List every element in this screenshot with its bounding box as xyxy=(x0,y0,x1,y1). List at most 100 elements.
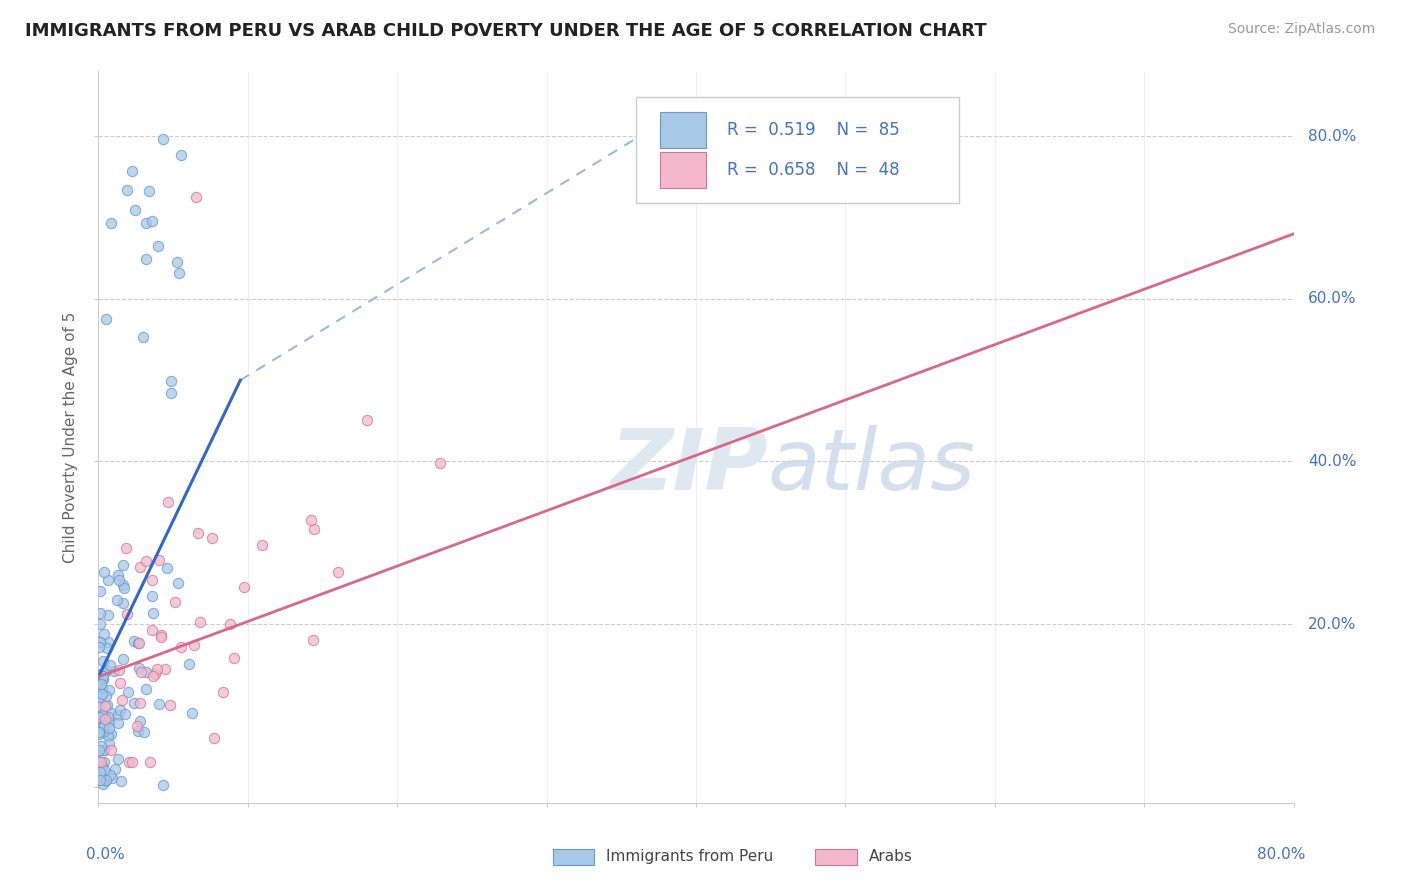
Point xyxy=(93,763,115,777)
Point xyxy=(110,773,132,788)
Point xyxy=(108,663,131,677)
Point xyxy=(89,640,111,654)
Point xyxy=(90,739,112,753)
Point xyxy=(93,666,115,681)
Point xyxy=(98,657,121,672)
Text: 80.0%: 80.0% xyxy=(1308,128,1357,144)
Point xyxy=(111,577,134,591)
Point xyxy=(114,706,136,721)
Point xyxy=(94,311,117,326)
Point xyxy=(93,772,115,787)
Point xyxy=(108,675,131,690)
Text: R =  0.658    N =  48: R = 0.658 N = 48 xyxy=(727,161,900,179)
Point xyxy=(97,634,120,648)
Point xyxy=(89,606,111,620)
Text: 0.0%: 0.0% xyxy=(87,847,125,862)
Point xyxy=(148,697,170,711)
Y-axis label: Child Poverty Under the Age of 5: Child Poverty Under the Age of 5 xyxy=(63,311,79,563)
Point xyxy=(97,607,120,622)
Point xyxy=(128,636,150,650)
Point xyxy=(97,683,120,698)
Point xyxy=(160,386,183,401)
Point xyxy=(98,714,121,729)
Point xyxy=(132,725,155,739)
Point xyxy=(105,593,128,607)
Point xyxy=(169,147,191,161)
Point xyxy=(131,330,153,344)
FancyBboxPatch shape xyxy=(661,112,706,148)
Point xyxy=(148,239,170,253)
Point xyxy=(153,662,176,676)
Point xyxy=(112,581,135,595)
Point xyxy=(100,743,122,757)
Point xyxy=(122,696,145,710)
Point xyxy=(93,698,115,713)
Point xyxy=(156,560,179,574)
Point xyxy=(159,698,181,712)
Point xyxy=(96,663,118,677)
Point xyxy=(97,729,120,743)
Point xyxy=(135,554,157,568)
Point xyxy=(129,559,152,574)
Point xyxy=(115,541,138,556)
Point xyxy=(224,651,246,665)
Point xyxy=(107,568,129,582)
Point xyxy=(108,703,131,717)
Point xyxy=(156,495,179,509)
Point xyxy=(89,710,111,724)
FancyBboxPatch shape xyxy=(553,849,593,865)
Point xyxy=(91,777,114,791)
Point xyxy=(163,594,186,608)
Point xyxy=(100,771,122,785)
Point xyxy=(89,583,111,598)
Point xyxy=(159,374,181,388)
Point xyxy=(177,657,200,671)
Point xyxy=(184,190,207,204)
Point xyxy=(90,723,112,737)
Point xyxy=(98,768,121,782)
Point xyxy=(135,216,157,230)
Point xyxy=(108,573,131,587)
Point xyxy=(142,669,165,683)
Text: atlas: atlas xyxy=(768,425,976,508)
Point xyxy=(91,668,114,682)
Point xyxy=(100,727,122,741)
Point xyxy=(94,712,117,726)
Point xyxy=(91,725,114,739)
Point xyxy=(167,266,190,280)
Point xyxy=(124,203,146,218)
Point xyxy=(233,580,256,594)
Point xyxy=(122,634,145,648)
Point xyxy=(91,686,114,700)
Point xyxy=(141,623,163,637)
Text: 80.0%: 80.0% xyxy=(1257,847,1306,862)
Point xyxy=(93,626,115,640)
Point xyxy=(96,698,118,713)
Point xyxy=(118,755,141,769)
Point xyxy=(93,718,115,732)
Point xyxy=(90,707,112,722)
Point xyxy=(112,652,135,666)
Point xyxy=(89,635,111,649)
Point xyxy=(89,690,111,704)
Point xyxy=(152,132,174,146)
Point xyxy=(302,632,325,647)
Point xyxy=(117,607,139,621)
Point xyxy=(89,668,111,682)
Point xyxy=(98,721,121,735)
Point xyxy=(111,558,134,573)
Point xyxy=(141,590,163,604)
Point xyxy=(250,538,273,552)
Point xyxy=(89,711,111,725)
Point xyxy=(201,531,224,545)
Point xyxy=(90,682,112,697)
Point xyxy=(141,607,163,621)
Text: IMMIGRANTS FROM PERU VS ARAB CHILD POVERTY UNDER THE AGE OF 5 CORRELATION CHART: IMMIGRANTS FROM PERU VS ARAB CHILD POVER… xyxy=(25,22,987,40)
Point xyxy=(93,565,115,579)
Text: Source: ZipAtlas.com: Source: ZipAtlas.com xyxy=(1227,22,1375,37)
Point xyxy=(89,727,111,741)
Point xyxy=(111,596,134,610)
Point xyxy=(89,617,111,632)
Text: ZIP: ZIP xyxy=(610,425,768,508)
Point xyxy=(90,755,112,769)
